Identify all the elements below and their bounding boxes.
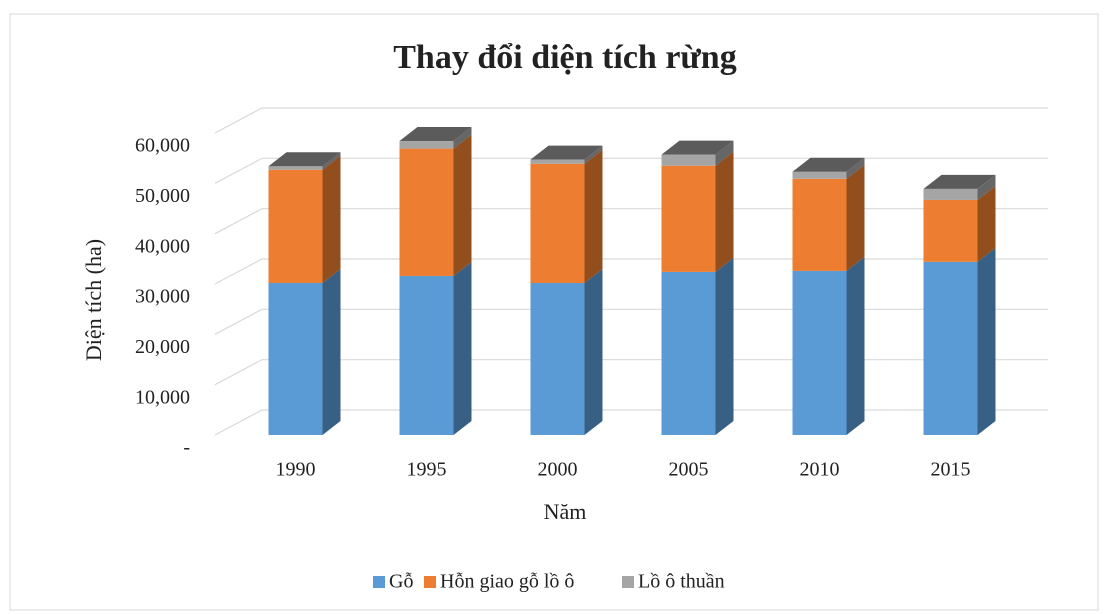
chart-title: Thay đổi diện tích rừng: [393, 39, 736, 76]
bar-segment: [399, 127, 472, 149]
bar-side: [584, 268, 603, 435]
bar-front: [268, 282, 323, 435]
bar-front: [399, 148, 454, 276]
legend-swatch: [622, 576, 634, 588]
bar-segment: [530, 268, 603, 435]
grid-line: [214, 409, 1048, 436]
grid-line: [214, 208, 1048, 235]
bar-segment: [792, 157, 865, 179]
bar-front: [661, 154, 716, 166]
grid-line: [214, 258, 1048, 285]
bar-front: [923, 261, 978, 435]
bar-front: [399, 275, 454, 435]
grid-line: [214, 359, 1048, 386]
bar-front: [530, 159, 585, 164]
bar-front: [268, 169, 323, 283]
bar-segment: [923, 185, 996, 262]
y-tick-label: 10,000: [135, 386, 190, 408]
bar-front: [792, 178, 847, 271]
bar-side: [715, 140, 734, 166]
bar-front: [923, 199, 978, 262]
bar-segment: [530, 145, 603, 164]
legend-swatch: [424, 576, 436, 588]
y-tick-label: -: [183, 437, 190, 459]
y-axis-label: Diện tích (ha): [81, 239, 106, 361]
bar-segment: [399, 261, 472, 435]
bar-top: [661, 140, 734, 155]
bar-segment: [923, 174, 996, 200]
bar-top: [530, 145, 603, 160]
bar-top: [923, 174, 996, 189]
bar-front: [661, 271, 716, 435]
bar-front: [530, 282, 585, 435]
legend-swatch: [373, 576, 385, 588]
bar-side: [846, 164, 865, 271]
bar-side: [977, 247, 996, 435]
bar-top: [792, 157, 865, 172]
bar-side: [846, 256, 865, 435]
bar-segment: [661, 151, 734, 272]
bar-segment: [923, 247, 996, 435]
grid-line: [214, 308, 1048, 335]
bar-segment: [268, 268, 341, 435]
bar-segment: [661, 140, 734, 166]
bar-segment: [792, 256, 865, 435]
grid-line: [214, 157, 1048, 184]
x-tick-label: 2015: [931, 459, 971, 481]
bar-side: [453, 127, 472, 149]
bar-segment: [268, 152, 341, 170]
legend: Gỗ Hỗn giao gỗ lồ ô Lồ ô thuần: [373, 571, 725, 593]
x-tick-label: 2000: [538, 459, 578, 481]
x-tick-label: 2005: [669, 459, 709, 481]
bar-segment: [399, 134, 472, 276]
bar-side: [715, 151, 734, 272]
x-tick-label: 1990: [276, 459, 316, 481]
bar-side: [977, 185, 996, 262]
bar-top: [399, 127, 472, 142]
bar-side: [453, 134, 472, 276]
bar-front: [792, 171, 847, 179]
bar-segment: [661, 257, 734, 435]
bar-side: [715, 257, 734, 435]
x-tick-label: 2010: [800, 459, 840, 481]
bar-front: [399, 141, 454, 149]
y-tick-label: 40,000: [135, 235, 190, 257]
x-axis-label: Năm: [544, 499, 587, 524]
legend-label: Lồ ô thuần: [638, 571, 725, 593]
bar-side: [453, 261, 472, 435]
bar-side: [322, 152, 341, 170]
bar-side: [846, 157, 865, 179]
bar-front: [792, 270, 847, 435]
y-tick-label: 60,000: [135, 135, 190, 157]
bar-front: [923, 188, 978, 200]
bar-side: [322, 268, 341, 435]
x-tick-label: 1995: [407, 459, 447, 481]
legend-label: Hỗn giao gỗ lồ ô: [440, 571, 574, 593]
bar-side: [322, 155, 341, 283]
bar-segment: [792, 164, 865, 271]
bar-front: [530, 163, 585, 283]
legend-label: Gỗ: [389, 571, 413, 593]
bar-front: [268, 166, 323, 170]
bar-side: [977, 174, 996, 200]
bar-top: [268, 152, 341, 167]
bar-segment: [268, 155, 341, 283]
y-tick-label: 50,000: [135, 185, 190, 207]
bar-side: [584, 145, 603, 164]
bar-segment: [530, 149, 603, 283]
bar-side: [584, 149, 603, 283]
grid-line: [214, 107, 1048, 134]
y-tick-label: 20,000: [135, 336, 190, 358]
y-tick-label: 30,000: [135, 286, 190, 308]
bar-front: [661, 165, 716, 272]
